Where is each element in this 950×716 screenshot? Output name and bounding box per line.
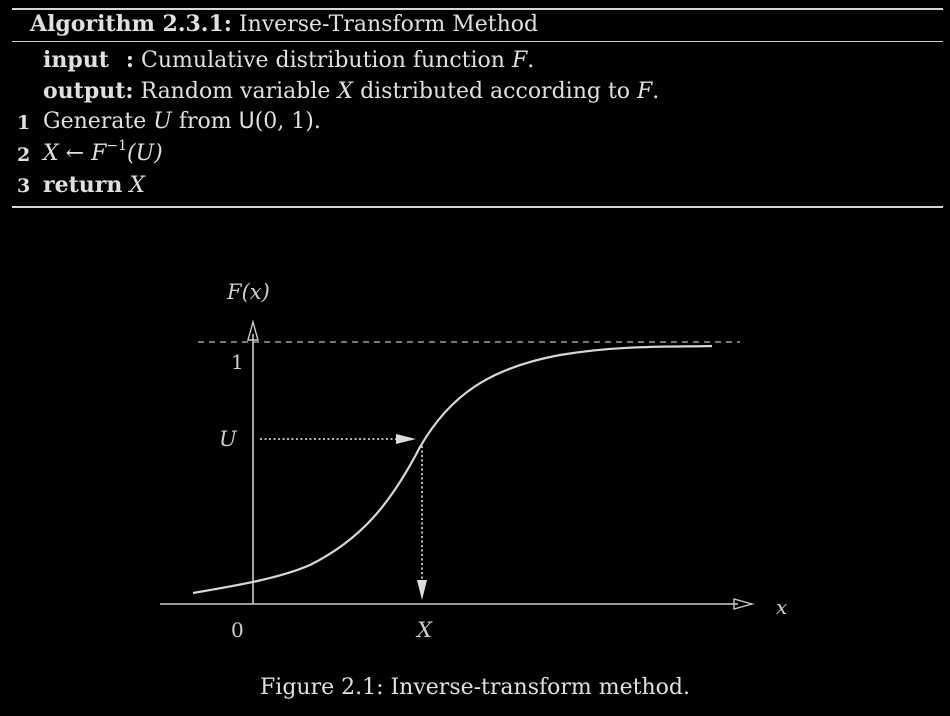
y-axis-arrowhead	[247, 319, 259, 341]
step-2-fn: F	[91, 141, 107, 166]
cdf-curve	[192, 344, 713, 595]
output-var2: F	[637, 79, 653, 104]
algorithm-title: Inverse-Transform Method	[238, 12, 539, 37]
step-3-keyword: return	[43, 172, 123, 198]
step-2-number: 2	[17, 144, 31, 166]
input-colon: :	[125, 47, 135, 73]
step-3-number: 3	[17, 175, 31, 197]
output-text-a: Random variable	[140, 79, 331, 104]
output-label: output:	[43, 78, 134, 104]
x-axis-label: x	[776, 595, 787, 619]
u-label: U	[219, 427, 238, 451]
step-2-sup: −1	[106, 137, 128, 154]
algorithm-label: Algorithm 2.3.1:	[30, 11, 232, 37]
tick-zero-label: 0	[231, 618, 244, 642]
input-label: input	[43, 47, 109, 73]
step-1-number: 1	[17, 112, 31, 134]
x-arrowhead	[417, 580, 427, 600]
step-3-var: X	[129, 173, 146, 198]
step-1: Generate U from U(0, 1).	[43, 109, 321, 135]
input-line: input : Cumulative distribution function…	[43, 47, 535, 73]
step-2-arg: (U)	[127, 141, 163, 166]
y-axis-label: F(x)	[226, 280, 270, 304]
step-1-var: U	[153, 109, 172, 134]
figure-caption: Figure 2.1: Inverse-transform method.	[260, 675, 690, 700]
tick-one-label: 1	[231, 350, 244, 374]
step-2-lhs: X	[43, 141, 59, 166]
step-2-arrow: ←	[65, 141, 85, 166]
output-var: X	[337, 79, 354, 104]
step-1-args: (0, 1).	[254, 109, 321, 134]
output-text-b: distributed according to	[360, 79, 631, 104]
step-1-dist: U	[238, 109, 255, 134]
top-rule	[12, 8, 943, 10]
output-line: output: Random variable X distributed ac…	[43, 78, 660, 104]
x-value-label: X	[415, 618, 433, 642]
step-3: return X	[43, 172, 145, 199]
bottom-rule	[12, 206, 943, 208]
u-arrowhead	[396, 434, 416, 444]
step-1-text-a: Generate	[43, 109, 147, 134]
algorithm-title-line: Algorithm 2.3.1: Inverse-Transform Metho…	[30, 11, 538, 38]
input-text: Cumulative distribution function	[141, 48, 505, 73]
title-rule	[12, 41, 943, 42]
x-axis-arrowhead	[733, 598, 755, 610]
step-2: X ← F−1(U)	[43, 137, 163, 167]
input-var: F	[511, 48, 528, 73]
step-1-text-b: from	[178, 109, 232, 134]
